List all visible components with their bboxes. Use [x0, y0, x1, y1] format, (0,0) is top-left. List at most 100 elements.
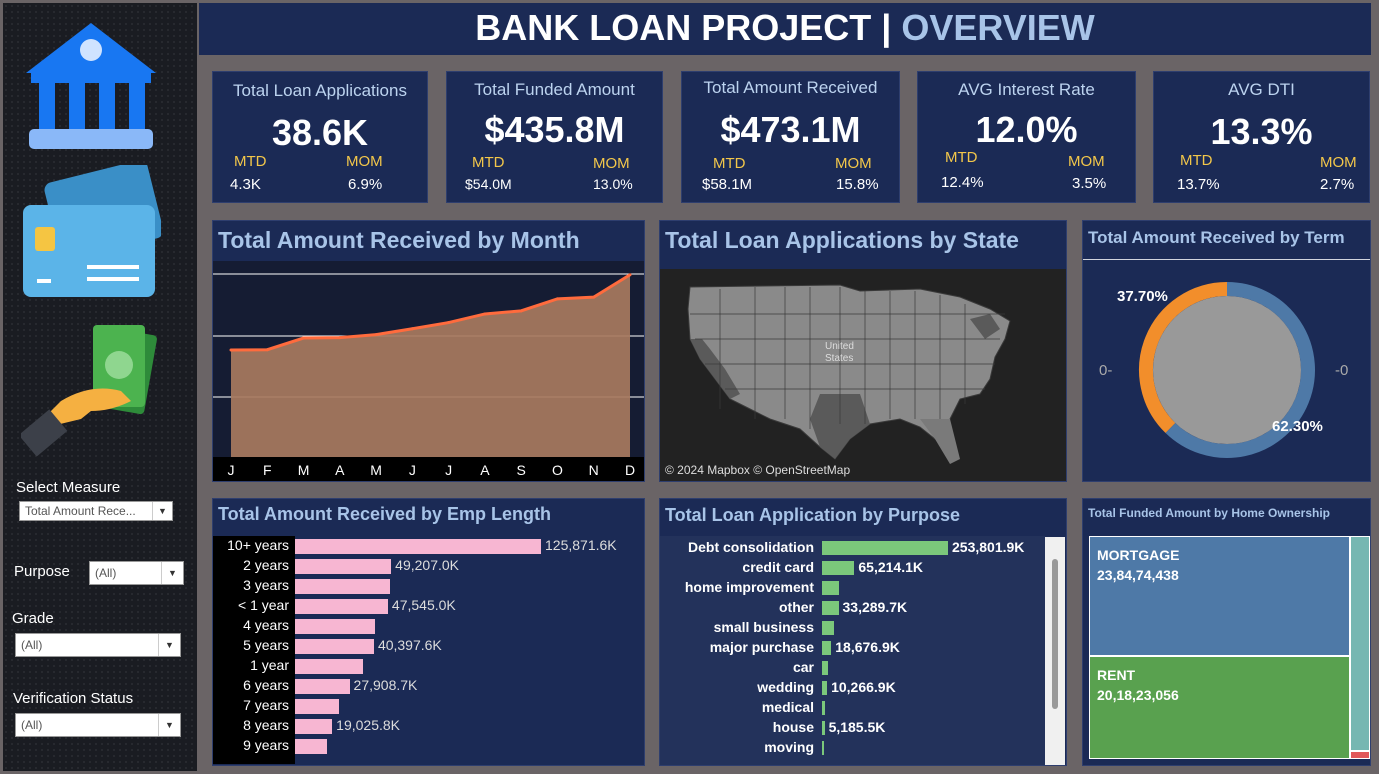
bar[interactable]: [822, 561, 855, 575]
data-point[interactable]: [265, 348, 269, 352]
kpi-card-amount-received: Total Amount Received $473.1M MTD $58.1M…: [681, 71, 900, 203]
kpi-card-loan-applications: Total Loan Applications 38.6K MTD 4.3K M…: [212, 71, 428, 203]
treemap-value: 23,84,74,438: [1097, 567, 1179, 583]
bar[interactable]: [822, 721, 825, 735]
treemap-fill: [1090, 537, 1349, 655]
donut-slice[interactable]: [1139, 282, 1228, 433]
page-title: BANK LOAN PROJECT | OVERVIEW: [199, 3, 1371, 55]
data-point[interactable]: [628, 273, 632, 277]
sidebar: Select Measure Total Amount Rece... ▼ Pu…: [3, 3, 197, 771]
kpi-mom-label: MOM: [346, 153, 383, 170]
treemap-block-other[interactable]: [1350, 536, 1370, 751]
kpi-mom-value: 2.7%: [1320, 176, 1355, 193]
grade-label: Grade: [12, 610, 54, 627]
bar[interactable]: [295, 599, 388, 614]
kpi-mom-label: MOM: [593, 155, 630, 172]
kpi-mom-label: MOM: [1320, 154, 1357, 171]
bar[interactable]: [295, 579, 390, 594]
data-point[interactable]: [555, 297, 559, 301]
x-tick-label: A: [335, 462, 345, 478]
bar-category-label: 8 years: [243, 717, 289, 733]
emp-length-panel: Total Amount Received by Emp Length 10+ …: [212, 498, 645, 766]
measure-select[interactable]: Total Amount Rece... ▼: [19, 501, 173, 521]
bar-category-label: 5 years: [243, 637, 289, 653]
bar[interactable]: [295, 739, 328, 754]
scrollbar-thumb[interactable]: [1052, 559, 1058, 709]
x-tick-label: J: [228, 462, 235, 478]
bar-category-label: moving: [764, 739, 814, 755]
bar[interactable]: [822, 541, 948, 555]
bar[interactable]: [295, 679, 350, 694]
chart-title: Total Amount Received by Month: [218, 227, 580, 253]
bar-category-label: 4 years: [243, 617, 289, 633]
chevron-down-icon[interactable]: ▼: [158, 714, 180, 736]
x-tick-label: N: [589, 462, 599, 478]
bar[interactable]: [295, 659, 364, 674]
bar[interactable]: [295, 559, 392, 574]
bar[interactable]: [295, 699, 339, 714]
bar[interactable]: [295, 719, 333, 734]
bar[interactable]: [295, 619, 376, 634]
data-point[interactable]: [302, 336, 306, 340]
kpi-mom-value: 13.0%: [593, 176, 633, 192]
kpi-value: 38.6K: [271, 112, 369, 153]
kpi-mtd-value: 12.4%: [941, 174, 984, 191]
treemap-block-rent[interactable]: RENT 20,18,23,056: [1089, 656, 1350, 759]
chevron-down-icon[interactable]: ▼: [158, 634, 180, 656]
grade-select-value: (All): [21, 638, 43, 652]
data-point[interactable]: [519, 309, 523, 313]
scrollbar[interactable]: [1045, 537, 1065, 765]
state-map[interactable]: United States © 2024 Mapbox © OpenStreet…: [660, 269, 1066, 481]
kpi-mtd-value: 4.3K: [230, 176, 261, 193]
bar[interactable]: [822, 661, 828, 675]
treemap-label: RENT: [1097, 667, 1136, 683]
grade-select[interactable]: (All) ▼: [15, 633, 181, 657]
verification-select[interactable]: (All) ▼: [15, 713, 181, 737]
chart-title: Total Amount Received by Emp Length: [218, 504, 552, 524]
donut-center: [1153, 296, 1301, 444]
bar-category-label: 10+ years: [227, 537, 289, 553]
home-ownership-panel: Total Funded Amount by Home Ownership MO…: [1082, 498, 1371, 766]
data-point[interactable]: [410, 327, 414, 331]
treemap-block-mortgage[interactable]: MORTGAGE 23,84,74,438: [1089, 536, 1350, 656]
bar[interactable]: [822, 681, 828, 695]
data-point[interactable]: [483, 312, 487, 316]
bar-value-label: 27,908.7K: [353, 677, 418, 693]
bar[interactable]: [822, 601, 839, 615]
bar-value-label: 49,207.0K: [395, 557, 459, 573]
bar-category-label: Debt consolidation: [688, 539, 814, 555]
bar[interactable]: [822, 641, 832, 655]
donut-chart: [1139, 282, 1315, 458]
kpi-mtd-value: $54.0M: [465, 176, 512, 192]
map-attribution[interactable]: © 2024 Mapbox © OpenStreetMap: [665, 463, 851, 477]
bar-category-label: 1 year: [250, 657, 289, 673]
kpi-card-interest-rate: AVG Interest Rate 12.0% MTD 12.4% MOM 3.…: [917, 71, 1136, 203]
bar[interactable]: [822, 581, 839, 595]
bar[interactable]: [822, 621, 834, 635]
chevron-down-icon[interactable]: ▼: [152, 502, 172, 520]
emp-label-column: [213, 536, 295, 764]
credit-card-icon: [21, 160, 164, 300]
data-point[interactable]: [447, 321, 451, 325]
kpi-mtd-label: MTD: [472, 154, 505, 171]
purpose-select-value: (All): [95, 566, 117, 580]
bar[interactable]: [822, 741, 824, 755]
kpi-mom-label: MOM: [835, 155, 872, 172]
bar[interactable]: [295, 539, 541, 554]
x-tick-label: S: [517, 462, 526, 478]
kpi-mtd-value: 13.7%: [1177, 176, 1220, 193]
data-point[interactable]: [229, 348, 233, 352]
data-point[interactable]: [374, 333, 378, 337]
kpi-title: Total Amount Received: [703, 78, 878, 97]
x-tick-label: M: [298, 462, 310, 478]
data-point[interactable]: [592, 295, 596, 299]
bar[interactable]: [295, 639, 374, 654]
donut-slice[interactable]: [1165, 282, 1315, 458]
data-point[interactable]: [338, 336, 342, 340]
purpose-select[interactable]: (All) ▼: [89, 561, 184, 585]
treemap-block-own[interactable]: [1350, 751, 1370, 759]
chevron-down-icon[interactable]: ▼: [161, 562, 183, 584]
treemap-label: MORTGAGE: [1097, 547, 1180, 563]
bar[interactable]: [822, 701, 825, 715]
